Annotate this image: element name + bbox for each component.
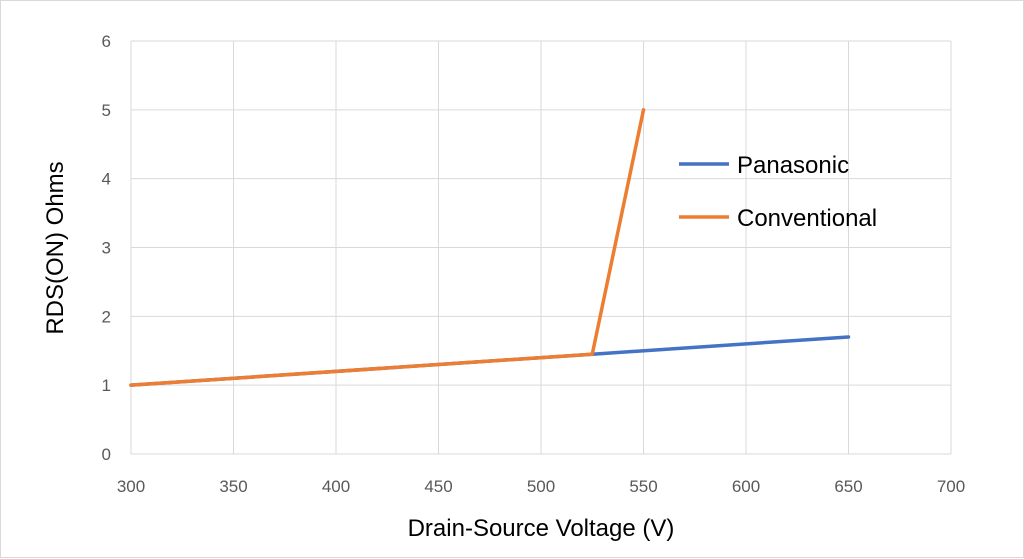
x-tick-label: 300 xyxy=(117,477,145,496)
x-tick-label: 500 xyxy=(527,477,555,496)
y-tick-label: 3 xyxy=(102,239,111,258)
x-tick-label: 700 xyxy=(937,477,965,496)
series-lines xyxy=(129,108,851,387)
tick-labels: 0 1 2 3 4 5 6 300 350 400 450 500 550 600 650 700 xyxy=(102,32,966,496)
y-tick-label: 4 xyxy=(102,170,111,189)
x-tick-label: 650 xyxy=(834,477,862,496)
legend-label: Conventional xyxy=(737,205,877,232)
legend-label: Panasonic xyxy=(737,152,849,179)
x-tick-label: 350 xyxy=(219,477,247,496)
gridlines xyxy=(130,40,952,455)
y-tick-label: 2 xyxy=(102,307,111,326)
x-axis-title: Drain-Source Voltage (V) xyxy=(408,515,675,542)
legend: Panasonic Conventional xyxy=(679,152,877,232)
y-tick-label: 0 xyxy=(102,445,111,464)
series-line-conventional xyxy=(129,108,646,387)
y-axis-title: RDS(ON) Ohms xyxy=(42,161,69,334)
x-tick-label: 450 xyxy=(424,477,452,496)
x-tick-label: 600 xyxy=(732,477,760,496)
x-tick-label: 550 xyxy=(629,477,657,496)
y-tick-label: 6 xyxy=(102,32,111,51)
y-tick-label: 1 xyxy=(102,376,111,395)
x-tick-label: 400 xyxy=(322,477,350,496)
y-tick-label: 5 xyxy=(102,101,111,120)
